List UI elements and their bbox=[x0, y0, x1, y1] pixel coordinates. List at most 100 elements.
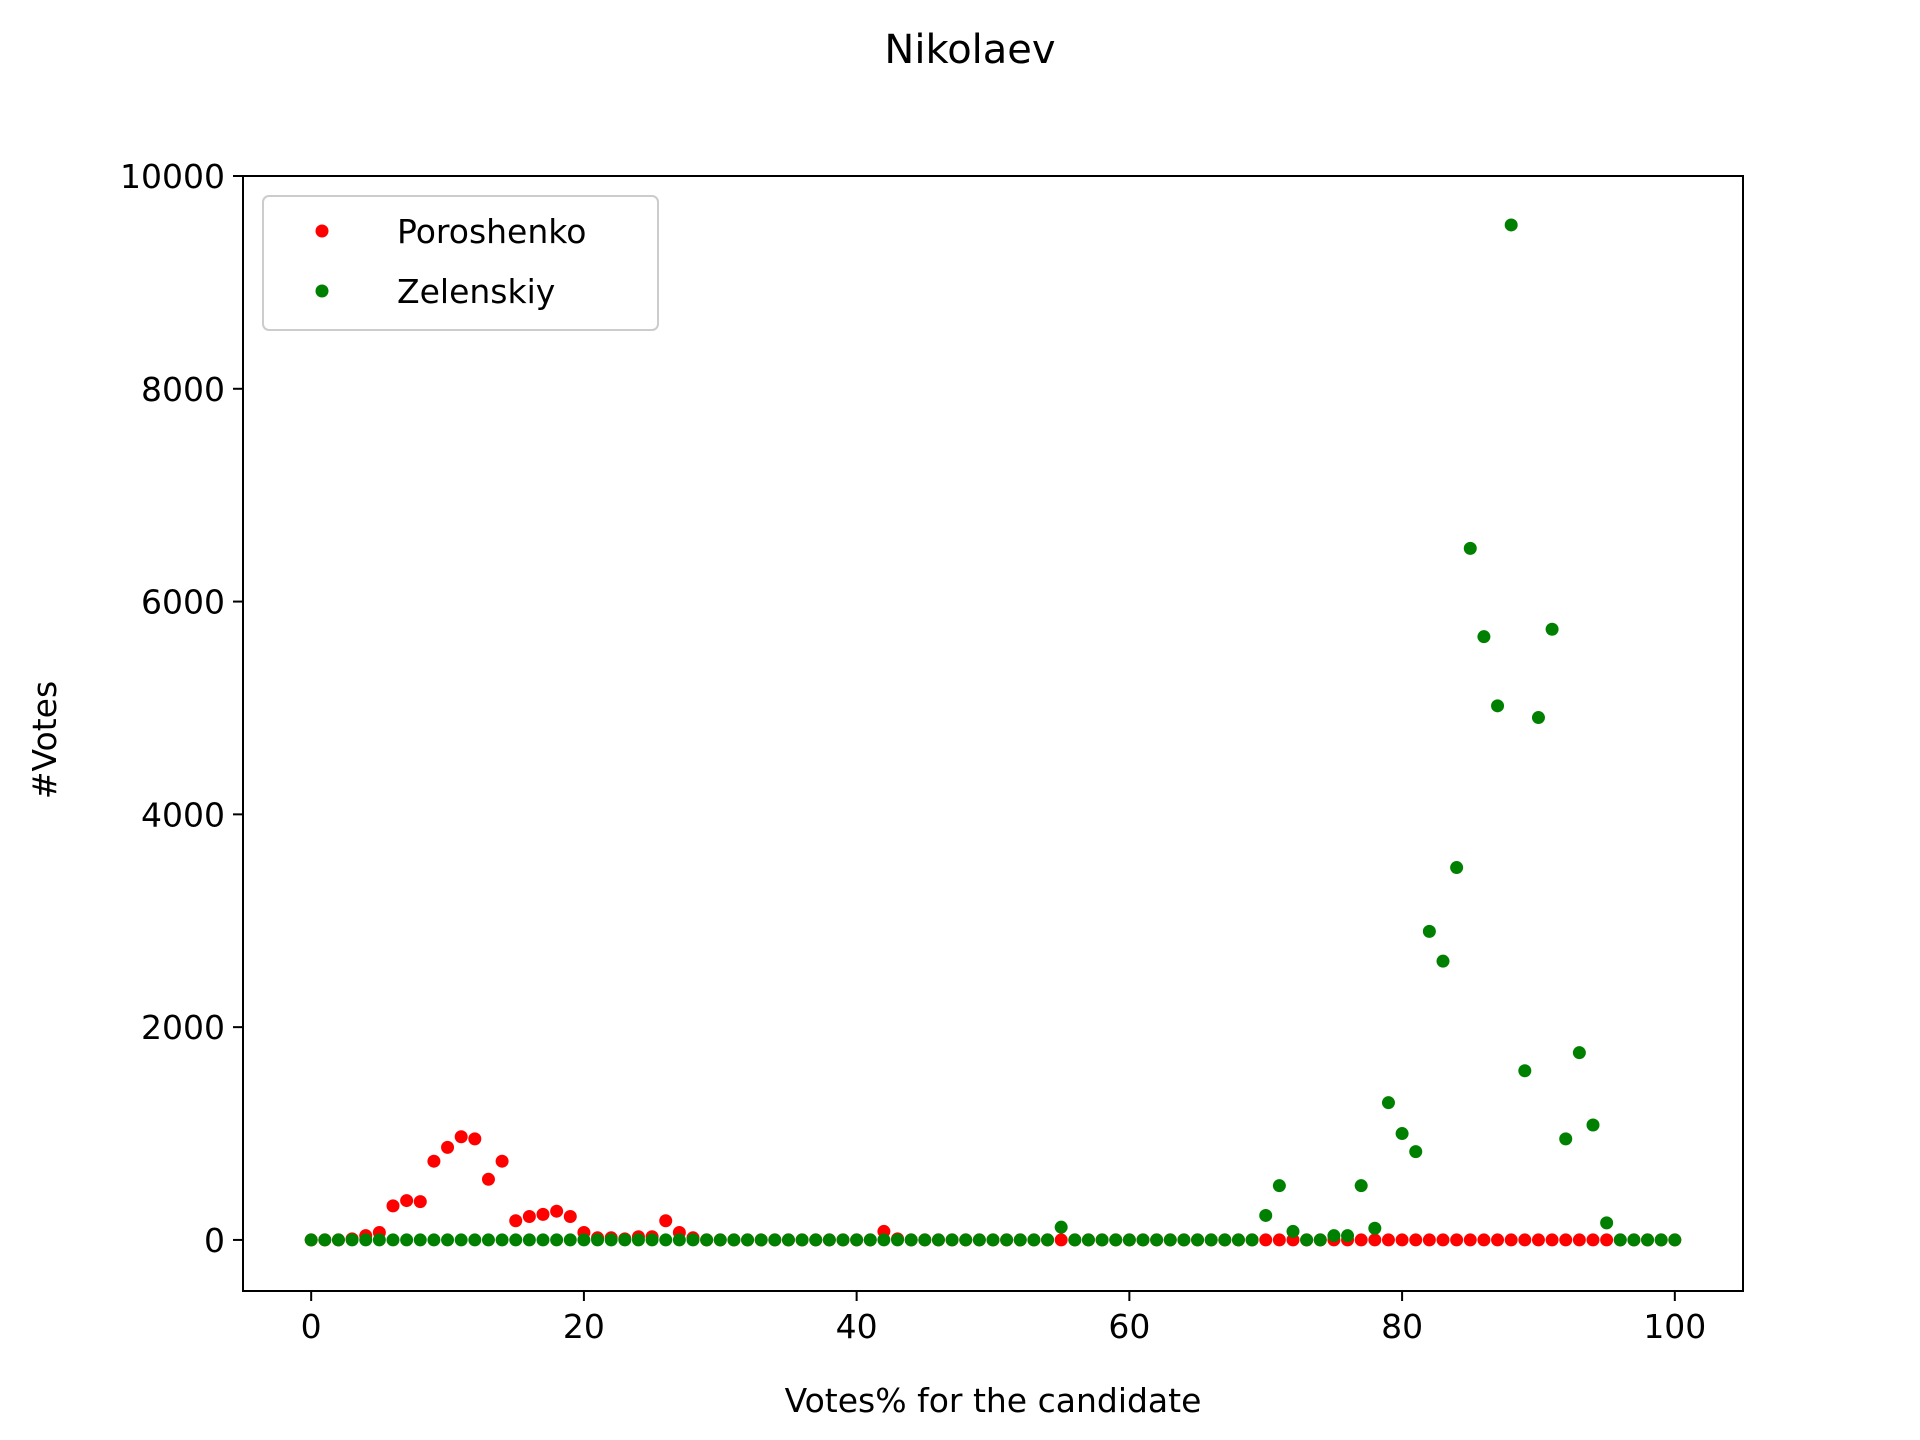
data-point-poroshenko bbox=[413, 1195, 427, 1209]
x-tick-label: 100 bbox=[1643, 1307, 1706, 1346]
data-point-zelenskiy bbox=[822, 1233, 836, 1247]
data-point-poroshenko bbox=[1545, 1233, 1559, 1247]
data-point-zelenskiy bbox=[1395, 1127, 1409, 1141]
data-point-zelenskiy bbox=[577, 1233, 591, 1247]
data-point-zelenskiy bbox=[631, 1233, 645, 1247]
data-point-zelenskiy bbox=[659, 1233, 673, 1247]
data-point-poroshenko bbox=[1559, 1233, 1573, 1247]
data-point-zelenskiy bbox=[1313, 1233, 1327, 1247]
data-point-zelenskiy bbox=[400, 1233, 414, 1247]
data-point-zelenskiy bbox=[1477, 630, 1491, 644]
data-point-zelenskiy bbox=[1150, 1233, 1164, 1247]
data-point-zelenskiy bbox=[1381, 1096, 1395, 1110]
plot-frame bbox=[242, 175, 1744, 1292]
data-point-zelenskiy bbox=[1259, 1208, 1273, 1222]
series-zelenskiy bbox=[304, 218, 1682, 1247]
data-point-poroshenko bbox=[1572, 1233, 1586, 1247]
data-point-poroshenko bbox=[1477, 1233, 1491, 1247]
data-point-poroshenko bbox=[495, 1154, 509, 1168]
data-point-zelenskiy bbox=[331, 1233, 345, 1247]
data-point-zelenskiy bbox=[918, 1233, 932, 1247]
data-point-zelenskiy bbox=[986, 1233, 1000, 1247]
data-point-poroshenko bbox=[386, 1199, 400, 1213]
data-point-poroshenko bbox=[1491, 1233, 1505, 1247]
y-axis: 0 2000 4000 6000 8000 10000 bbox=[120, 157, 243, 1260]
legend-marker-zelenskiy bbox=[315, 284, 329, 298]
data-point-zelenskiy bbox=[727, 1233, 741, 1247]
data-point-zelenskiy bbox=[1272, 1179, 1286, 1193]
data-point-zelenskiy bbox=[1000, 1233, 1014, 1247]
data-point-poroshenko bbox=[1259, 1233, 1273, 1247]
data-point-poroshenko bbox=[509, 1214, 523, 1228]
x-tick-label: 80 bbox=[1381, 1307, 1423, 1346]
data-point-zelenskiy bbox=[1409, 1145, 1423, 1159]
legend-marker-poroshenko bbox=[315, 224, 329, 238]
y-tick-label: 6000 bbox=[141, 583, 225, 622]
data-point-zelenskiy bbox=[945, 1233, 959, 1247]
data-point-zelenskiy bbox=[1641, 1233, 1655, 1247]
data-point-poroshenko bbox=[481, 1172, 495, 1186]
data-point-zelenskiy bbox=[1341, 1229, 1355, 1243]
data-point-poroshenko bbox=[550, 1204, 564, 1218]
data-point-poroshenko bbox=[1450, 1233, 1464, 1247]
data-point-zelenskiy bbox=[972, 1233, 986, 1247]
x-axis: 0 20 40 60 80 100 bbox=[301, 1291, 1706, 1346]
data-point-zelenskiy bbox=[877, 1233, 891, 1247]
data-point-zelenskiy bbox=[686, 1233, 700, 1247]
legend: Poroshenko Zelenskiy bbox=[262, 195, 659, 331]
x-tick-label: 40 bbox=[836, 1307, 878, 1346]
data-point-zelenskiy bbox=[1300, 1233, 1314, 1247]
data-point-zelenskiy bbox=[1054, 1220, 1068, 1234]
data-point-poroshenko bbox=[468, 1132, 482, 1146]
data-point-zelenskiy bbox=[1613, 1233, 1627, 1247]
data-point-zelenskiy bbox=[1668, 1233, 1682, 1247]
data-point-zelenskiy bbox=[591, 1233, 605, 1247]
data-point-zelenskiy bbox=[359, 1233, 373, 1247]
data-point-zelenskiy bbox=[1068, 1233, 1082, 1247]
legend-label-poroshenko: Poroshenko bbox=[397, 212, 586, 251]
data-point-zelenskiy bbox=[604, 1233, 618, 1247]
data-point-poroshenko bbox=[1422, 1233, 1436, 1247]
y-tick-label: 10000 bbox=[120, 157, 225, 196]
data-point-zelenskiy bbox=[345, 1233, 359, 1247]
data-point-zelenskiy bbox=[713, 1233, 727, 1247]
data-point-zelenskiy bbox=[550, 1233, 564, 1247]
data-point-zelenskiy bbox=[468, 1233, 482, 1247]
data-point-poroshenko bbox=[1463, 1233, 1477, 1247]
x-axis-label: Votes% for the candidate bbox=[785, 1381, 1202, 1420]
data-point-zelenskiy bbox=[959, 1233, 973, 1247]
data-point-zelenskiy bbox=[1586, 1118, 1600, 1132]
data-point-poroshenko bbox=[1504, 1233, 1518, 1247]
data-point-zelenskiy bbox=[1218, 1233, 1232, 1247]
data-point-poroshenko bbox=[1395, 1233, 1409, 1247]
data-point-poroshenko bbox=[400, 1194, 414, 1208]
data-point-zelenskiy bbox=[754, 1233, 768, 1247]
data-point-zelenskiy bbox=[1518, 1064, 1532, 1078]
data-point-zelenskiy bbox=[863, 1233, 877, 1247]
data-point-zelenskiy bbox=[318, 1233, 332, 1247]
data-point-poroshenko bbox=[1600, 1233, 1614, 1247]
data-point-zelenskiy bbox=[495, 1233, 509, 1247]
data-point-zelenskiy bbox=[563, 1233, 577, 1247]
data-point-zelenskiy bbox=[850, 1233, 864, 1247]
x-tick-label: 60 bbox=[1108, 1307, 1150, 1346]
data-point-zelenskiy bbox=[509, 1233, 523, 1247]
data-point-zelenskiy bbox=[836, 1233, 850, 1247]
data-point-zelenskiy bbox=[1654, 1233, 1668, 1247]
data-point-zelenskiy bbox=[1450, 861, 1464, 875]
plot-area bbox=[304, 218, 1682, 1247]
data-point-zelenskiy bbox=[372, 1233, 386, 1247]
data-point-zelenskiy bbox=[304, 1233, 318, 1247]
data-point-zelenskiy bbox=[1027, 1233, 1041, 1247]
data-point-zelenskiy bbox=[1204, 1233, 1218, 1247]
data-point-poroshenko bbox=[1586, 1233, 1600, 1247]
data-point-zelenskiy bbox=[1122, 1233, 1136, 1247]
data-point-zelenskiy bbox=[1163, 1233, 1177, 1247]
data-point-poroshenko bbox=[454, 1130, 468, 1144]
data-point-zelenskiy bbox=[481, 1233, 495, 1247]
data-point-zelenskiy bbox=[1422, 924, 1436, 938]
data-point-zelenskiy bbox=[1286, 1224, 1300, 1238]
data-point-poroshenko bbox=[536, 1207, 550, 1221]
